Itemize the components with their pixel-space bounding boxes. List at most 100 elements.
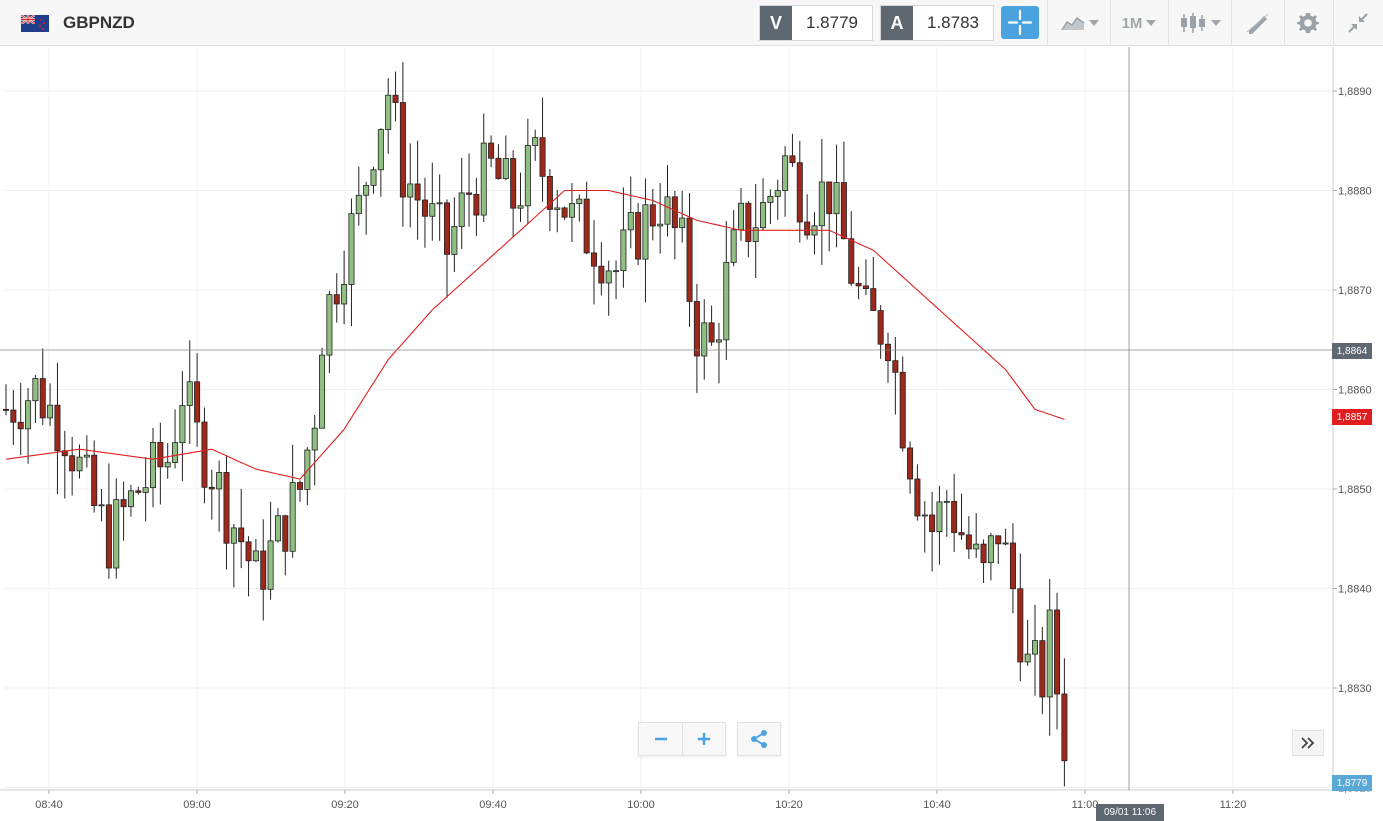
toolbar-divider — [1284, 0, 1285, 46]
candle-bear — [245, 541, 252, 562]
candle-bull — [730, 229, 737, 263]
candle-bull — [32, 378, 39, 402]
candle-bull — [326, 294, 333, 356]
candle-bull — [363, 184, 370, 196]
toolbar-divider — [1333, 0, 1334, 46]
candle-bull — [1046, 609, 1053, 698]
candle-bear — [488, 142, 495, 159]
crosshair-button[interactable] — [1001, 6, 1039, 39]
candle-bull — [127, 490, 134, 508]
candle-bull — [377, 129, 384, 171]
candle-bull — [576, 198, 583, 204]
candle-bear — [1017, 588, 1024, 663]
candle-bear — [1061, 693, 1068, 762]
double-chevron-right-icon — [1301, 737, 1315, 749]
draw-button[interactable] — [1235, 0, 1280, 46]
price-chart[interactable]: 1,8890 1,8880 1,8870 1,8860 1,8850 1,8840 1,88… — [0, 47, 1383, 821]
candle-bear — [671, 196, 678, 229]
candle-bull — [98, 504, 105, 507]
candle-bull — [113, 499, 120, 569]
candle-bear — [965, 534, 972, 550]
candle-bear — [399, 102, 406, 198]
candle-bear — [929, 514, 936, 532]
candle-bear — [591, 252, 598, 267]
candle-bull — [613, 270, 620, 273]
sell-tag: V — [760, 6, 792, 40]
candle-bear — [194, 381, 201, 423]
candle-bear — [892, 360, 899, 373]
toolbar-divider — [1047, 0, 1048, 46]
candle-bear — [443, 202, 450, 255]
chart-type-button[interactable] — [1055, 0, 1105, 46]
buy-price-button[interactable]: A 1.8783 — [880, 5, 994, 41]
candle-bear — [69, 455, 76, 472]
y-tick-label: 1,8880 — [1338, 186, 1372, 198]
candle-bull — [348, 213, 355, 285]
candle-bull — [172, 442, 179, 463]
candle-bear — [39, 378, 46, 419]
candle-bear — [914, 478, 921, 517]
candle-bear — [693, 301, 700, 357]
flag-icon — [21, 15, 49, 32]
zoom-in-button[interactable] — [682, 723, 725, 755]
candle-bear — [510, 158, 517, 209]
candle-bull — [1002, 542, 1009, 545]
candle-bull — [657, 223, 664, 227]
zoom-out-button[interactable] — [639, 723, 682, 755]
chevron-down-icon — [1146, 20, 1157, 26]
y-tick-label: 1,8850 — [1338, 484, 1372, 496]
current-price-badge: 1,8779 — [1332, 775, 1372, 791]
candle-style-button[interactable] — [1172, 0, 1227, 46]
candle-bull — [355, 194, 362, 215]
candle-bull — [943, 500, 950, 503]
plus-icon — [698, 733, 710, 745]
candle-bull — [752, 227, 759, 242]
candle-bull — [936, 501, 943, 532]
candle-bear — [745, 202, 752, 242]
candle-bull — [47, 404, 54, 419]
candle-bear — [870, 288, 877, 311]
buy-price: 1.8783 — [927, 13, 979, 32]
candle-bear — [333, 294, 340, 305]
candle-bear — [899, 371, 906, 449]
gear-icon — [1297, 13, 1319, 33]
timeframe-button[interactable]: 1M — [1113, 0, 1165, 46]
toolbar-divider — [1168, 0, 1169, 46]
moving-average-line — [5, 189, 1065, 480]
minus-icon — [654, 737, 667, 741]
candle-bull — [701, 322, 708, 357]
candle-bull — [216, 472, 223, 490]
candle-bull — [304, 449, 311, 490]
candles-layer — [3, 62, 1068, 787]
crosshair-icon — [1007, 9, 1033, 36]
candle-bear — [495, 157, 502, 180]
candle-bear — [583, 198, 590, 254]
candle-bear — [546, 175, 553, 210]
candle-bear — [907, 447, 914, 480]
x-tick-label: 08:40 — [35, 799, 63, 811]
candle-bear — [421, 199, 428, 217]
candle-bear — [10, 409, 17, 423]
candle-bull — [385, 94, 392, 130]
candle-bear — [848, 238, 855, 284]
candle-bull — [252, 550, 259, 562]
candle-bear — [3, 408, 9, 411]
candle-bear — [539, 137, 546, 177]
settings-button[interactable] — [1288, 0, 1328, 46]
candle-bear — [826, 181, 833, 215]
sell-price-button[interactable]: V 1.8779 — [759, 5, 873, 41]
collapse-icon — [1348, 13, 1368, 33]
candle-bear — [201, 421, 208, 488]
share-icon — [751, 730, 767, 748]
candle-bear — [980, 543, 987, 564]
crosshair-time-badge: 09/01 11:06 — [1096, 804, 1164, 821]
candle-bull — [723, 261, 730, 341]
candle-bear — [951, 500, 958, 533]
candle-bull — [568, 203, 575, 218]
candle-bull — [186, 381, 193, 406]
collapse-button[interactable] — [1337, 0, 1379, 46]
scroll-to-end-button[interactable] — [1292, 730, 1324, 756]
crosshair-price-badge: 1,8864 — [1332, 343, 1372, 359]
share-button[interactable] — [737, 722, 781, 756]
